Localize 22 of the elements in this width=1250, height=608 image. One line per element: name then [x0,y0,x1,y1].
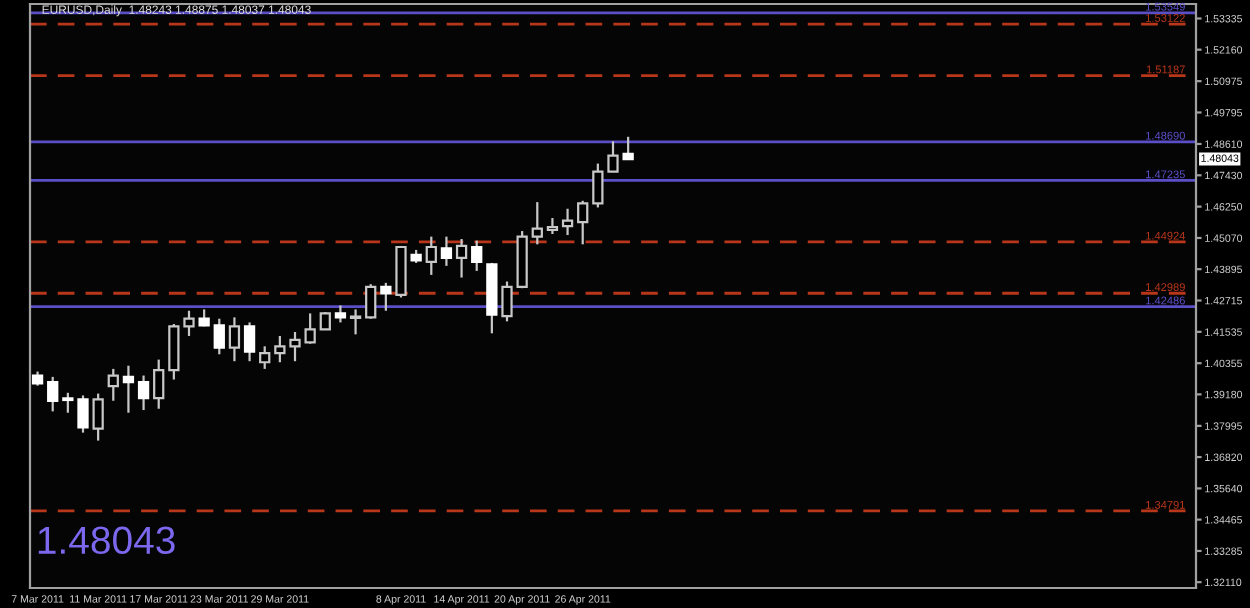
candlestick [425,235,437,276]
candlestick [365,283,377,320]
candlestick [228,316,241,363]
candlestick [107,367,119,402]
candlestick [137,374,150,412]
candlestick [561,207,574,237]
candlestick [92,392,104,442]
candlestick [213,317,225,356]
candlestick [243,321,256,363]
candlestick [47,375,59,413]
candlestick [349,308,362,336]
candlestick [577,199,589,246]
candlestick [471,239,483,273]
annotation: 1.48043 [38,526,175,555]
candlestick [546,216,559,236]
candlestick [259,345,271,371]
candlestick [153,358,165,410]
candlestick [440,235,453,267]
candlestick [395,244,407,299]
candlestick [122,364,135,414]
candlestick [455,237,468,279]
candlestick [531,201,543,246]
